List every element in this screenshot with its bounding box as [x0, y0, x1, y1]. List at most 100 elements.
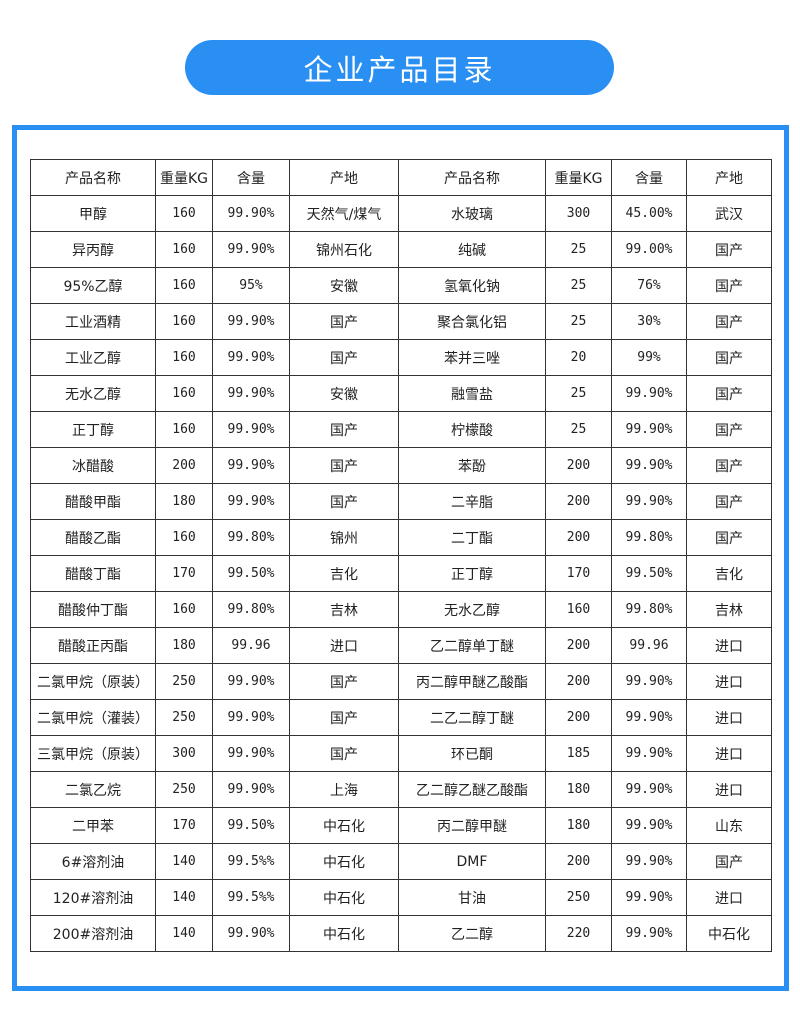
cell-name: 正丁醇	[398, 555, 546, 592]
cell-weight: 160	[155, 591, 213, 628]
cell-origin: 吉林	[686, 591, 772, 628]
cell-content: 99.00%	[611, 231, 687, 268]
cell-content: 99.96	[212, 627, 290, 664]
cell-origin: 进口	[686, 879, 772, 916]
header-weight: 重量KG	[545, 159, 612, 196]
cell-weight: 140	[155, 879, 213, 916]
cell-origin: 中石化	[289, 879, 399, 916]
cell-weight: 20	[545, 339, 612, 376]
cell-content: 76%	[611, 267, 687, 304]
cell-origin: 国产	[289, 483, 399, 520]
cell-name: 200#溶剂油	[30, 915, 156, 952]
cell-weight: 300	[155, 735, 213, 772]
cell-content: 99.90%	[212, 195, 290, 232]
cell-content: 99.90%	[611, 411, 687, 448]
cell-origin: 中石化	[289, 843, 399, 880]
cell-origin: 武汉	[686, 195, 772, 232]
cell-weight: 25	[545, 267, 612, 304]
cell-origin: 安徽	[289, 375, 399, 412]
cell-name: 丙二醇甲醚乙酸酯	[398, 663, 546, 700]
cell-weight: 170	[155, 555, 213, 592]
cell-name: 冰醋酸	[30, 447, 156, 484]
cell-origin: 国产	[686, 303, 772, 340]
cell-origin: 国产	[289, 735, 399, 772]
cell-origin: 国产	[289, 447, 399, 484]
cell-content: 99.90%	[611, 735, 687, 772]
table-row: 冰醋酸 200 99.90% 国产 苯酚 200 99.90% 国产	[30, 447, 772, 484]
table-row: 醋酸仲丁酯 160 99.80% 吉林 无水乙醇 160 99.80% 吉林	[30, 591, 772, 628]
cell-name: 苯并三唑	[398, 339, 546, 376]
cell-name: 环已酮	[398, 735, 546, 772]
cell-name: 柠檬酸	[398, 411, 546, 448]
cell-content: 99.90%	[212, 303, 290, 340]
cell-weight: 200	[155, 447, 213, 484]
cell-origin: 国产	[686, 267, 772, 304]
cell-name: 乙二醇乙醚乙酸酯	[398, 771, 546, 808]
table-row: 甲醇 160 99.90% 天然气/煤气 水玻璃 300 45.00% 武汉	[30, 195, 772, 232]
cell-content: 30%	[611, 303, 687, 340]
cell-content: 99.90%	[212, 231, 290, 268]
cell-weight: 140	[155, 843, 213, 880]
cell-content: 99.90%	[212, 483, 290, 520]
cell-origin: 进口	[686, 771, 772, 808]
cell-content: 99.5%%	[212, 879, 290, 916]
header-origin: 产地	[289, 159, 399, 196]
cell-name: 丙二醇甲醚	[398, 807, 546, 844]
cell-weight: 25	[545, 231, 612, 268]
table-row: 醋酸正丙酯 180 99.96 进口 乙二醇单丁醚 200 99.96 进口	[30, 627, 772, 664]
cell-name: 二氯甲烷（灌装）	[30, 699, 156, 736]
cell-content: 99.90%	[212, 771, 290, 808]
table-row: 醋酸丁酯 170 99.50% 吉化 正丁醇 170 99.50% 吉化	[30, 555, 772, 592]
cell-origin: 中石化	[289, 915, 399, 952]
cell-weight: 160	[155, 375, 213, 412]
cell-weight: 160	[155, 231, 213, 268]
cell-name: 三氯甲烷（原装）	[30, 735, 156, 772]
header-weight: 重量KG	[155, 159, 213, 196]
cell-name: 醋酸正丙酯	[30, 627, 156, 664]
cell-name: 醋酸丁酯	[30, 555, 156, 592]
cell-weight: 200	[545, 663, 612, 700]
page-title: 企业产品目录	[185, 40, 614, 95]
cell-content: 99.90%	[611, 915, 687, 952]
table-row: 工业乙醇 160 99.90% 国产 苯并三唑 20 99% 国产	[30, 339, 772, 376]
cell-weight: 180	[545, 771, 612, 808]
cell-content: 99.90%	[212, 663, 290, 700]
cell-content: 99.80%	[212, 591, 290, 628]
cell-origin: 山东	[686, 807, 772, 844]
table-row: 二氯甲烷（灌装） 250 99.90% 国产 二乙二醇丁醚 200 99.90% 进口	[30, 699, 772, 736]
cell-name: 二氯乙烷	[30, 771, 156, 808]
cell-name: 正丁醇	[30, 411, 156, 448]
cell-name: 醋酸乙酯	[30, 519, 156, 556]
cell-name: 醋酸甲酯	[30, 483, 156, 520]
cell-name: 二氯甲烷（原装）	[30, 663, 156, 700]
cell-content: 99.50%	[212, 807, 290, 844]
cell-weight: 250	[155, 771, 213, 808]
cell-content: 99.90%	[212, 699, 290, 736]
cell-name: 融雪盐	[398, 375, 546, 412]
cell-origin: 中石化	[686, 915, 772, 952]
cell-content: 99.90%	[212, 339, 290, 376]
product-table: 产品名称 重量KG 含量 产地 产品名称 重量KG 含量 产地 甲醇 160 99.90% 天然气/煤…	[30, 159, 772, 952]
cell-content: 99.90%	[212, 411, 290, 448]
cell-origin: 进口	[686, 663, 772, 700]
cell-weight: 220	[545, 915, 612, 952]
cell-content: 99.90%	[212, 447, 290, 484]
table-row: 醋酸甲酯 180 99.90% 国产 二辛脂 200 99.90% 国产	[30, 483, 772, 520]
cell-origin: 吉化	[686, 555, 772, 592]
cell-name: 水玻璃	[398, 195, 546, 232]
cell-name: 95%乙醇	[30, 267, 156, 304]
cell-origin: 国产	[686, 447, 772, 484]
table-row: 无水乙醇 160 99.90% 安徽 融雪盐 25 99.90% 国产	[30, 375, 772, 412]
cell-weight: 140	[155, 915, 213, 952]
cell-content: 99.50%	[611, 555, 687, 592]
cell-origin: 进口	[289, 627, 399, 664]
table-row: 二甲苯 170 99.50% 中石化 丙二醇甲醚 180 99.90% 山东	[30, 807, 772, 844]
cell-origin: 国产	[686, 843, 772, 880]
cell-content: 99.90%	[611, 663, 687, 700]
cell-name: 氢氧化钠	[398, 267, 546, 304]
cell-name: 纯碱	[398, 231, 546, 268]
cell-origin: 国产	[686, 231, 772, 268]
cell-name: 甘油	[398, 879, 546, 916]
cell-weight: 185	[545, 735, 612, 772]
cell-name: 醋酸仲丁酯	[30, 591, 156, 628]
